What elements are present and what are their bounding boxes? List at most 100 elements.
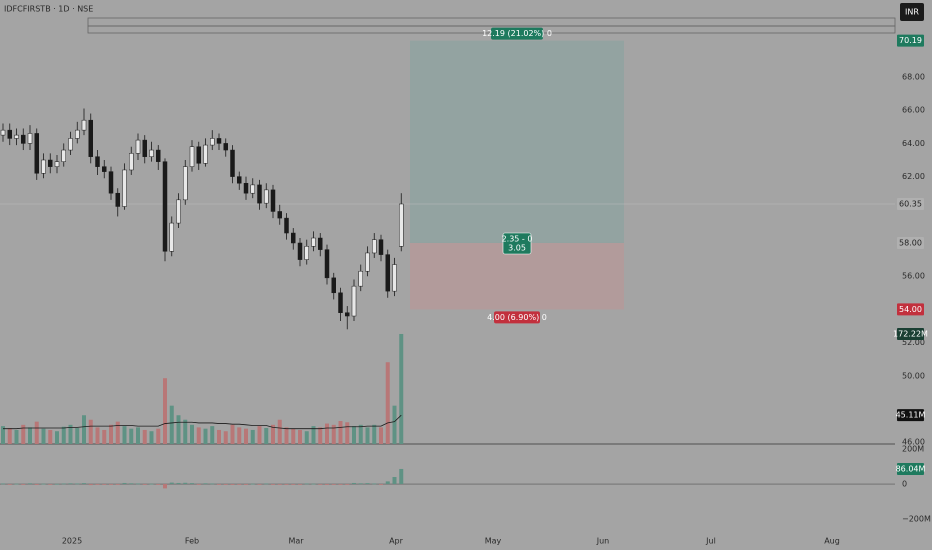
indicator-bar <box>352 482 356 485</box>
volume-bar <box>14 429 19 444</box>
indicator-bar <box>1 483 5 485</box>
stop-tag: 54.00 <box>899 305 922 314</box>
candle-body <box>27 133 33 144</box>
indicator-bar <box>169 482 174 485</box>
volume-bar <box>372 424 377 444</box>
volume-bar <box>142 429 147 444</box>
indicator-bar <box>230 484 235 485</box>
indicator-bar <box>48 484 53 485</box>
volume-bar <box>304 431 309 444</box>
candle-body <box>284 217 289 234</box>
indicator-bar <box>277 484 282 485</box>
volume-bar <box>379 427 383 444</box>
candle-body <box>129 153 134 171</box>
indicator-bar <box>176 482 181 485</box>
candle-body <box>331 277 336 294</box>
volume-bar <box>223 431 228 444</box>
y-tick-label: 64.00 <box>902 139 925 148</box>
profit-zone <box>410 40 624 243</box>
indicator-bar <box>41 483 46 485</box>
candle-body <box>102 166 107 172</box>
indicator-bar <box>115 484 120 485</box>
y-tick-label: 56.00 <box>902 272 925 281</box>
currency: INR <box>905 8 919 17</box>
candle-body <box>88 119 93 157</box>
indicator-bar <box>331 484 336 485</box>
volume-bar <box>331 424 336 444</box>
indicator-bar <box>264 483 269 485</box>
candle-body <box>392 264 397 292</box>
x-tick-label: Apr <box>389 537 404 546</box>
currency-box[interactable] <box>900 3 924 21</box>
indicator-bar <box>196 484 201 485</box>
volume-bar <box>237 427 242 444</box>
volume-bar <box>122 426 127 444</box>
y2-tick-label: −200M <box>902 515 931 524</box>
candle-body <box>189 146 195 167</box>
toolbar-frame <box>87 17 896 27</box>
candle-body <box>277 211 282 219</box>
candle-body <box>216 138 222 144</box>
candle-body <box>169 222 174 252</box>
indicator-bar <box>365 483 370 485</box>
candle-body <box>378 239 384 255</box>
candle-body <box>351 285 357 317</box>
indicator-bar <box>311 483 316 485</box>
indicator-tag: 86.04M <box>896 464 926 473</box>
volume-bar <box>338 421 343 444</box>
candle-body <box>81 119 87 131</box>
volume-bar <box>55 431 59 444</box>
indicator-bar <box>291 484 296 485</box>
volume-bar <box>82 415 86 444</box>
indicator-bar <box>61 483 66 485</box>
indicator-bar <box>190 483 194 485</box>
indicator-bar <box>55 483 59 485</box>
volume-bar <box>325 423 329 444</box>
volume-bar <box>183 419 188 444</box>
volume-bar <box>358 424 363 444</box>
volume-bar <box>264 428 269 444</box>
volume-bar <box>244 428 248 444</box>
target-tag: 70.19 <box>899 36 922 45</box>
entry-tag-box <box>897 236 924 249</box>
candle-body <box>385 254 390 292</box>
x-tick-label: Feb <box>185 537 199 546</box>
candle-body <box>291 232 296 244</box>
y-tick-label: 68.00 <box>902 73 925 82</box>
candle-body <box>7 129 12 139</box>
volume-bar <box>21 424 26 444</box>
x-tick-label: Aug <box>824 537 840 546</box>
indicator-bar <box>223 484 228 485</box>
volume-bar <box>1 426 5 444</box>
indicator-bar <box>325 484 329 485</box>
indicator-bar <box>318 484 323 485</box>
y-tick-label: 66.00 <box>902 106 925 115</box>
volume-bar <box>149 431 154 444</box>
candle-body <box>196 146 201 164</box>
indicator-bar <box>21 484 26 485</box>
candle-body <box>0 129 6 136</box>
volume-bar <box>352 426 356 444</box>
indicator-bar <box>210 483 215 485</box>
candle-body <box>223 143 228 151</box>
candle-body <box>122 169 127 207</box>
y2-tick-label: 0 <box>902 480 907 489</box>
x-tick-label: Mar <box>288 537 304 546</box>
candle-body <box>372 239 377 254</box>
indicator-bar <box>149 483 154 485</box>
indicator-bar <box>7 484 12 485</box>
candle-body <box>156 149 161 162</box>
indicator-bar <box>136 483 140 485</box>
candle-body <box>230 149 235 177</box>
candle-body <box>14 134 19 139</box>
candle-body <box>115 192 120 207</box>
indicator-bar <box>304 483 309 485</box>
volume-bar <box>41 428 46 444</box>
volume-bar <box>298 429 302 444</box>
candle-body <box>243 182 249 194</box>
volume-bar <box>392 405 397 444</box>
indicator-bar <box>244 484 248 485</box>
indicator-bar <box>163 484 167 489</box>
volume-bar <box>169 405 174 444</box>
candle-body <box>48 159 53 167</box>
